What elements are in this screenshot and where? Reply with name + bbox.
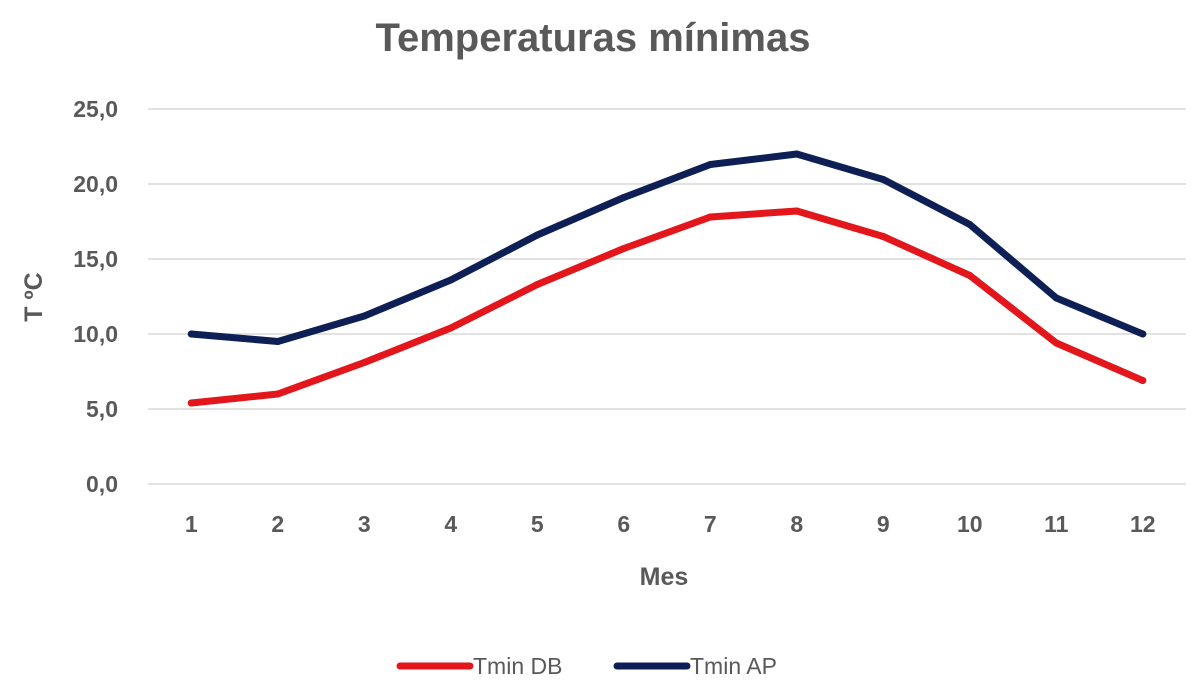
x-tick-label: 9 bbox=[877, 511, 890, 537]
data-point bbox=[620, 245, 628, 252]
x-tick-label: 11 bbox=[1044, 511, 1069, 537]
y-tick-label: 0,0 bbox=[86, 471, 118, 497]
gridlines bbox=[148, 108, 1186, 485]
x-tick-label: 2 bbox=[271, 511, 284, 537]
y-tick-label: 10,0 bbox=[73, 321, 118, 347]
data-point bbox=[533, 281, 541, 288]
data-point bbox=[533, 231, 541, 239]
data-point bbox=[620, 194, 628, 201]
data-point bbox=[187, 330, 195, 338]
y-tick-label: 25,0 bbox=[73, 96, 118, 122]
legend-label: Tmin DB bbox=[473, 653, 562, 679]
data-point bbox=[274, 390, 282, 398]
legend-label: Tmin AP bbox=[690, 653, 777, 679]
data-point bbox=[1139, 377, 1147, 384]
data-point bbox=[706, 161, 714, 168]
y-axis-title: T ºC bbox=[20, 272, 48, 321]
series-line-1 bbox=[187, 207, 1147, 407]
series-line-2 bbox=[187, 150, 1147, 345]
data-point bbox=[793, 207, 801, 215]
x-tick-label: 1 bbox=[185, 511, 198, 537]
x-tick-label: 10 bbox=[957, 511, 983, 537]
data-point bbox=[1139, 330, 1147, 338]
data-point bbox=[360, 312, 368, 320]
data-point bbox=[274, 338, 282, 345]
data-point bbox=[793, 150, 801, 158]
data-point bbox=[1052, 294, 1060, 302]
y-axis-tick-labels: 0,0 5,0 10,0 15,0 20,0 25,0 bbox=[73, 96, 118, 497]
data-point bbox=[879, 176, 887, 183]
data-point bbox=[966, 221, 974, 228]
y-tick-label: 15,0 bbox=[73, 246, 118, 272]
x-tick-label: 12 bbox=[1130, 511, 1156, 537]
x-axis-title: Mes bbox=[640, 563, 689, 591]
data-point bbox=[447, 276, 455, 284]
data-point bbox=[187, 399, 195, 407]
x-tick-label: 6 bbox=[617, 511, 630, 537]
chart-title: Temperaturas mínimas bbox=[376, 16, 811, 60]
legend: Tmin DB Tmin AP bbox=[396, 653, 777, 679]
series-lines bbox=[187, 150, 1147, 407]
y-tick-label: 5,0 bbox=[86, 396, 118, 422]
data-point bbox=[447, 324, 455, 332]
x-tick-label: 3 bbox=[358, 511, 371, 537]
data-point bbox=[360, 359, 368, 366]
data-point bbox=[1052, 339, 1060, 347]
data-point bbox=[706, 213, 714, 221]
data-point bbox=[879, 233, 887, 240]
x-tick-label: 8 bbox=[790, 511, 803, 537]
y-tick-label: 20,0 bbox=[73, 171, 118, 197]
x-tick-label: 7 bbox=[704, 511, 717, 537]
data-point bbox=[966, 272, 974, 279]
x-tick-label: 5 bbox=[531, 511, 544, 537]
x-tick-label: 4 bbox=[444, 511, 457, 537]
x-axis-tick-labels: 1 2 3 4 5 6 7 8 9 10 11 12 bbox=[185, 511, 1156, 537]
